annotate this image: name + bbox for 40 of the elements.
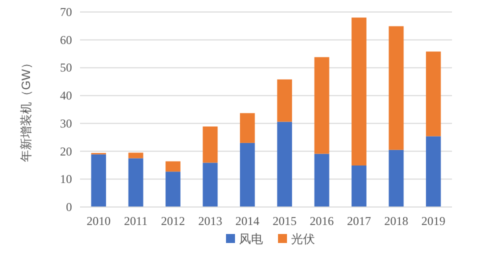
bar <box>166 161 180 172</box>
bar <box>352 18 366 166</box>
bar <box>240 142 255 207</box>
x-tick-label: 2016 <box>310 214 334 228</box>
y-tick-label: 60 <box>60 32 72 47</box>
x-tick-label: 2011 <box>124 214 148 228</box>
bar <box>314 154 330 207</box>
bar <box>128 152 144 158</box>
bar <box>352 165 366 207</box>
y-tick-label: 0 <box>66 200 72 214</box>
x-tick-label: 2018 <box>384 214 408 228</box>
x-tick-label: 2013 <box>198 214 222 228</box>
bar <box>240 113 255 143</box>
y-tick-label: 30 <box>60 116 72 130</box>
x-tick-label: 2017 <box>347 214 371 228</box>
bar <box>277 122 292 207</box>
y-tick-label: 50 <box>60 60 72 75</box>
bar <box>166 172 180 207</box>
legend-label: 光伏 <box>291 232 315 246</box>
x-tick-label: 2014 <box>235 214 260 228</box>
x-tick-label: 2012 <box>161 214 185 228</box>
bar <box>128 158 144 207</box>
bar <box>388 150 404 207</box>
bar <box>314 57 330 154</box>
y-axis-title: 年新增装机（GW） <box>19 57 33 162</box>
x-tick-label: 2019 <box>421 214 446 228</box>
bar <box>426 52 441 136</box>
bar <box>202 126 218 163</box>
bar <box>202 162 218 207</box>
bar <box>91 154 106 207</box>
bar <box>277 79 292 122</box>
y-tick-label: 20 <box>60 144 72 158</box>
y-tick-label: 10 <box>60 172 72 186</box>
legend-label: 风电 <box>239 232 263 246</box>
x-tick-label: 2010 <box>86 214 111 228</box>
bar <box>426 136 441 207</box>
y-tick-label: 70 <box>60 5 72 19</box>
y-tick-label: 40 <box>60 88 72 103</box>
bar <box>388 26 404 150</box>
x-tick-label: 2015 <box>272 214 297 228</box>
